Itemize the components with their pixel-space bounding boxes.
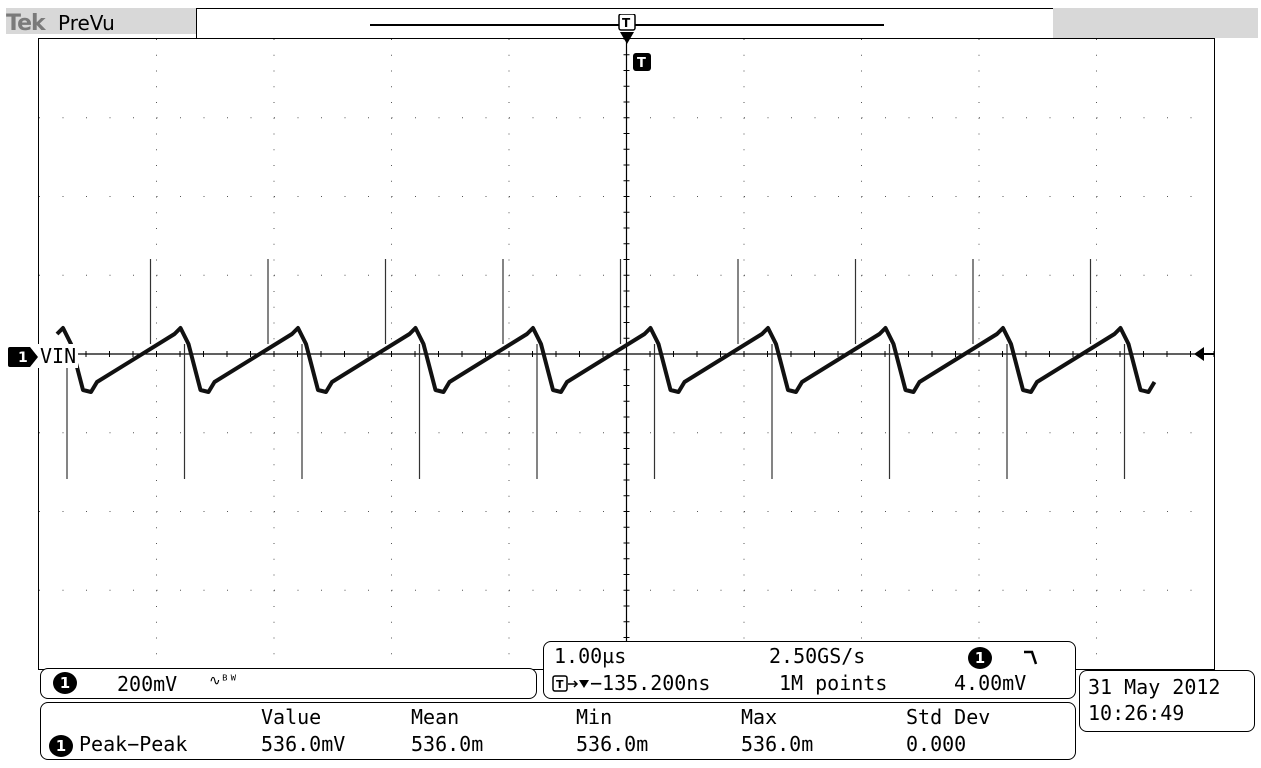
horizontal-scale: 1.00µs [554,644,627,668]
date: 31 May 2012 [1088,675,1221,699]
trigger-level: 4.00mV [954,671,1027,695]
ch1-ground-marker[interactable]: 1 [8,347,38,367]
trigger-level-icon[interactable] [1194,346,1214,362]
svg-text:1: 1 [18,350,28,366]
waveform-display [32,38,1215,670]
channel-settings-panel[interactable]: 1 200mV ∿ᴮᵂ [40,668,537,699]
svg-text:T: T [622,16,631,30]
record-length: 1M points [779,671,888,695]
meas-header-max: Max [741,705,778,729]
tek-logo: Tek [6,11,46,36]
meas-header-mean: Mean [411,705,460,729]
meas-mean: 536.0m [411,732,484,756]
meas-min: 536.0m [576,732,649,756]
trigger-channel-badge: 1 [968,647,992,669]
meas-std-dev: 0.000 [906,732,967,756]
bandwidth-limit-icon: ∿ᴮᵂ [209,673,238,689]
timebase-panel[interactable]: 1.00µs 2.50GS/s 1 T −135.200ns 1M points… [543,641,1076,699]
ch1-waveform-trace [55,326,1157,394]
meas-header-min: Min [576,705,613,729]
time: 10:26:49 [1088,701,1185,725]
trigger-position-icon[interactable]: T [617,14,637,50]
trigger-point-icon: T [633,53,651,71]
meas-header-std-dev: Std Dev [906,705,991,729]
measurement-panel[interactable]: Value Mean Min Max Std Dev 1 Peak−Peak 5… [40,702,1076,760]
trigger-delay-icon: T [552,675,589,692]
acquisition-mode: PreVu [58,11,115,35]
datetime-panel: 31 May 2012 10:26:49 [1079,670,1255,732]
vertical-scale: 200mV [117,672,178,696]
ch1-label: VIN [38,344,79,368]
channel-badge: 1 [53,672,77,694]
meas-header-value: Value [261,705,322,729]
svg-text:T: T [556,678,564,691]
meas-value: 536.0mV [261,732,346,756]
sample-rate: 2.50GS/s [769,644,866,668]
trigger-delay: −135.200ns [590,671,711,695]
header-right-box [1053,8,1258,38]
header-status-box [6,8,196,34]
svg-text:T: T [637,56,646,71]
falling-edge-icon [1024,650,1038,665]
graticule [32,38,1215,670]
meas-channel-badge: 1 [49,735,73,757]
meas-max: 536.0m [741,732,814,756]
meas-name: Peak−Peak [79,732,188,756]
